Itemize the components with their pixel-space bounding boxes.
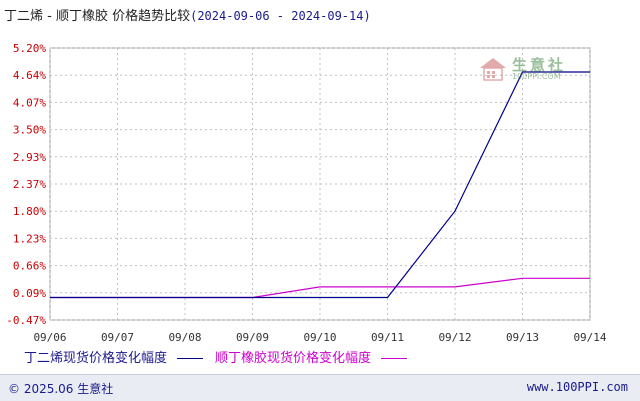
y-tick-label: 5.20% bbox=[13, 42, 46, 55]
y-tick-label: 0.66% bbox=[13, 260, 46, 273]
watermark-text: 生意社 bbox=[512, 56, 567, 74]
chart-title: 丁二烯 - 顺丁橡胶 价格趋势比较(2024-09-06 - 2024-09-1… bbox=[4, 6, 371, 26]
series-line-1 bbox=[50, 71, 590, 299]
chart-title-range: (2024-09-06 - 2024-09-14) bbox=[190, 9, 371, 23]
footer-site-link[interactable]: www.100PPI.com bbox=[526, 380, 628, 394]
watermark-url: 100PPI.COM bbox=[512, 72, 561, 81]
legend-label-s2: 顺丁橡胶现货价格变化幅度 bbox=[215, 351, 372, 366]
chart-title-main: 丁二烯 - 顺丁橡胶 价格趋势比较 bbox=[4, 9, 191, 24]
y-tick-label: 3.50% bbox=[13, 124, 46, 137]
y-tick-label: 2.37% bbox=[13, 178, 46, 191]
y-tick-label: 0.09% bbox=[13, 287, 46, 300]
x-tick-label: 09/09 bbox=[236, 331, 269, 344]
y-tick-label: 1.23% bbox=[13, 232, 46, 245]
x-tick-label: 09/12 bbox=[438, 331, 471, 344]
y-tick-label: 2.93% bbox=[13, 151, 46, 164]
chart-legend: 丁二烯现货价格变化幅度 顺丁橡胶现货价格变化幅度 bbox=[24, 350, 419, 368]
y-tick-label: 4.64% bbox=[13, 69, 46, 82]
footer-bar: © 2025.06 生意社 www.100PPI.com bbox=[0, 374, 640, 401]
line-chart: 5.20% 4.64% 4.07% 3.50% 2.93% 2.37% 1.80% 1.23%… bbox=[6, 42, 607, 344]
x-tick-label: 09/10 bbox=[303, 331, 336, 344]
x-tick-label: 09/06 bbox=[33, 331, 66, 344]
x-tick-label: 09/07 bbox=[101, 331, 134, 344]
x-tick-label: 09/14 bbox=[573, 331, 606, 344]
x-tick-label: 09/13 bbox=[506, 331, 539, 344]
x-tick-label: 09/08 bbox=[168, 331, 201, 344]
y-tick-label: 4.07% bbox=[13, 96, 46, 109]
footer-copyright: © 2025.06 生意社 bbox=[8, 382, 114, 396]
y-tick-label: 1.80% bbox=[13, 205, 46, 218]
house-icon bbox=[480, 58, 506, 81]
legend-swatch-s2 bbox=[381, 358, 408, 359]
legend-swatch-s1 bbox=[177, 358, 204, 359]
y-tick-label: -0.47% bbox=[6, 314, 46, 327]
watermark-logo: 生意社 100PPI.COM bbox=[478, 54, 578, 84]
legend-label-s1: 丁二烯现货价格变化幅度 bbox=[24, 351, 168, 366]
x-tick-label: 09/11 bbox=[371, 331, 404, 344]
